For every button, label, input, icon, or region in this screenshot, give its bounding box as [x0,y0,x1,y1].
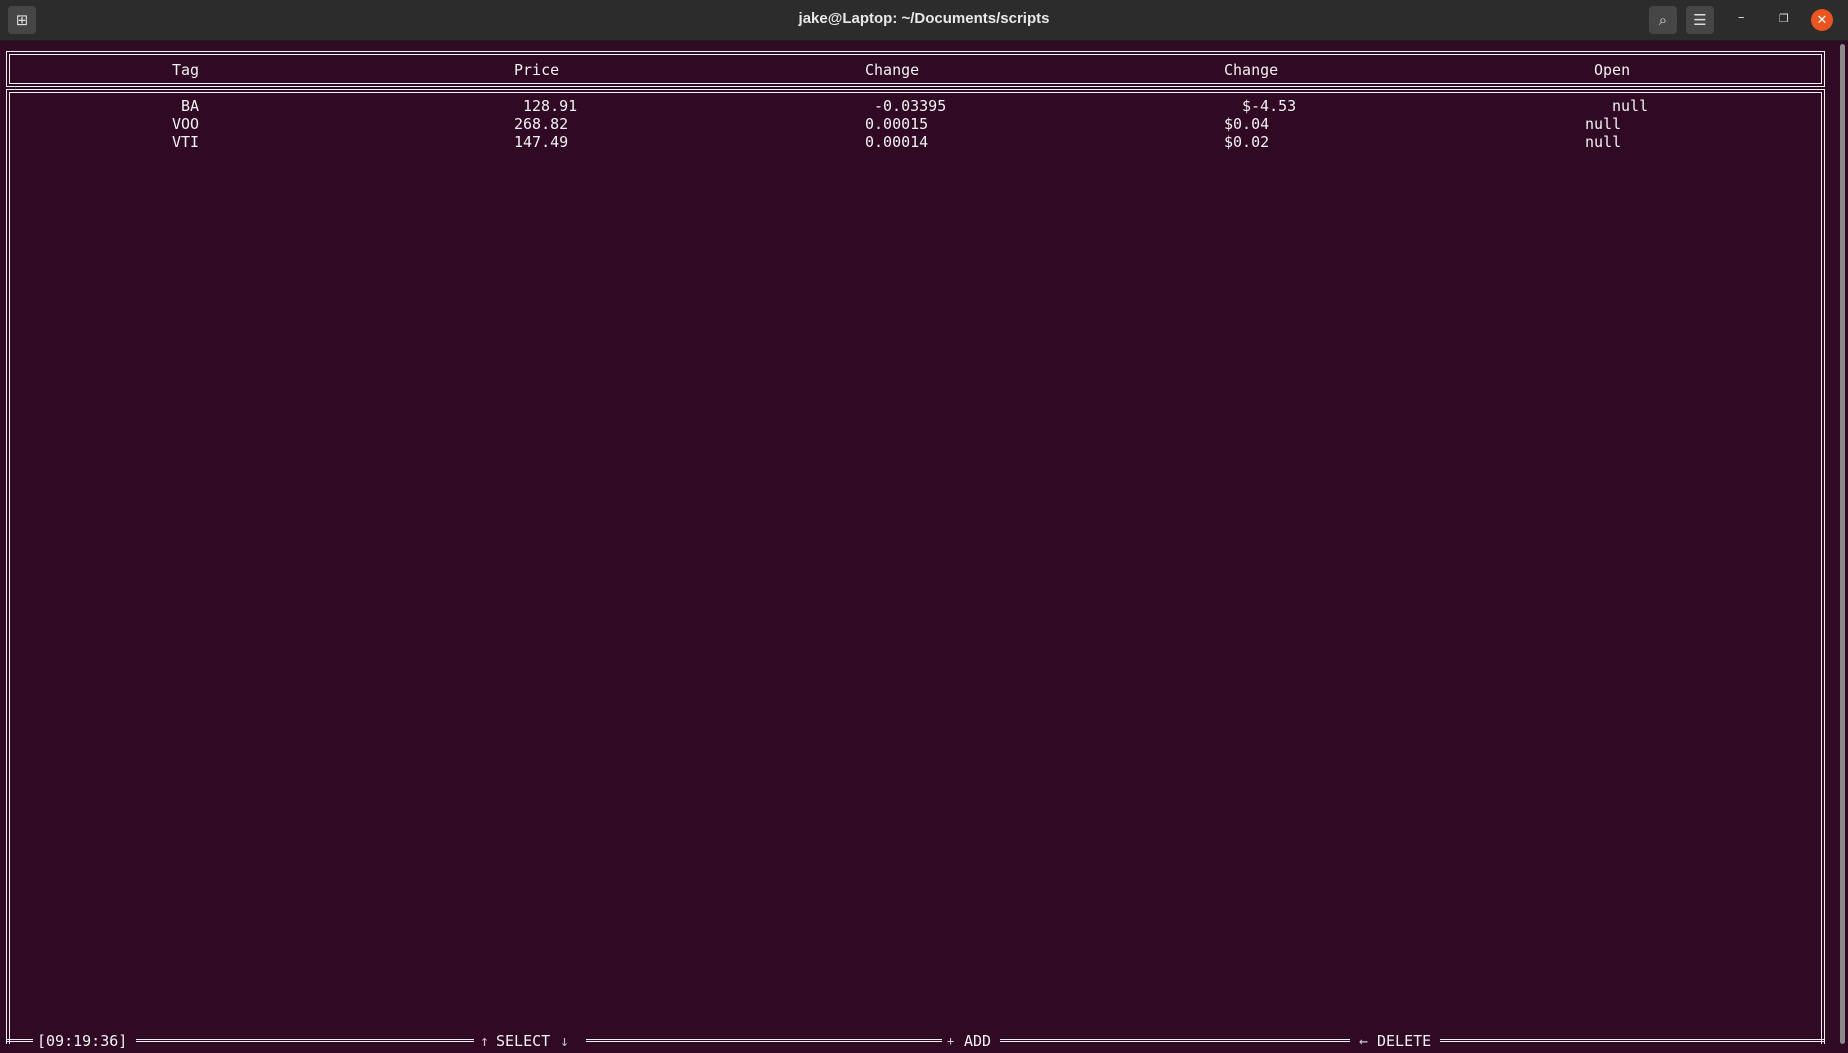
add-hint[interactable]: ADD [964,1032,992,1050]
clock: [09:19:36] [37,1032,128,1050]
cell-change-dollar: $0.02 [1224,133,1270,151]
scrollbar[interactable] [1840,44,1845,1044]
delete-hint[interactable]: DELETE [1377,1032,1432,1050]
cell-tag: BA [181,97,200,115]
border-line [136,1039,474,1042]
cell-change-pct: -0.03395 [874,97,947,115]
cell-open: null [1585,133,1622,151]
table-header [6,51,1825,87]
border-line [586,1039,942,1042]
cell-change-dollar: $0.04 [1224,115,1270,133]
left-arrow-icon: ← [1359,1032,1369,1050]
header-open: Open [1594,61,1631,79]
close-icon[interactable]: ✕ [1811,9,1833,31]
cell-open: null [1585,115,1622,133]
cell-tag: VTI [172,133,200,151]
down-arrow-icon: ↓ [560,1032,570,1050]
select-hint[interactable]: SELECT [496,1032,551,1050]
cell-change-pct: 0.00014 [865,133,929,151]
hamburger-menu-icon[interactable]: ☰ [1686,6,1714,34]
cell-tag: VOO [172,115,200,133]
header-change-dollar: Change [1224,61,1279,79]
cell-open: null [1612,97,1649,115]
minimize-icon[interactable]: – [1738,10,1745,25]
window-title: jake@Laptop: ~/Documents/scripts [798,10,1050,27]
header-change-pct: Change [865,61,920,79]
header-price: Price [514,61,560,79]
title-bar: ⊞ jake@Laptop: ~/Documents/scripts ⌕ ☰ –… [0,0,1848,41]
header-tag: Tag [172,61,200,79]
status-footer: [09:19:36] ↑ SELECT ↓ + ADD ← DELETE [6,1032,1825,1052]
cell-change-pct: 0.00015 [865,115,929,133]
plus-icon: + [947,1034,955,1048]
table-body [6,89,1825,1044]
cell-price: 147.49 [514,133,569,151]
border-line [1000,1039,1350,1042]
up-arrow-icon: ↑ [480,1032,490,1050]
border-line [6,1039,33,1042]
maximize-icon[interactable]: ❐ [1779,12,1789,25]
cell-price: 268.82 [514,115,569,133]
cell-change-dollar: $-4.53 [1242,97,1297,115]
cell-price: 128.91 [523,97,578,115]
border-line [1440,1039,1825,1042]
new-tab-icon[interactable]: ⊞ [8,6,36,34]
search-icon[interactable]: ⌕ [1649,6,1677,34]
